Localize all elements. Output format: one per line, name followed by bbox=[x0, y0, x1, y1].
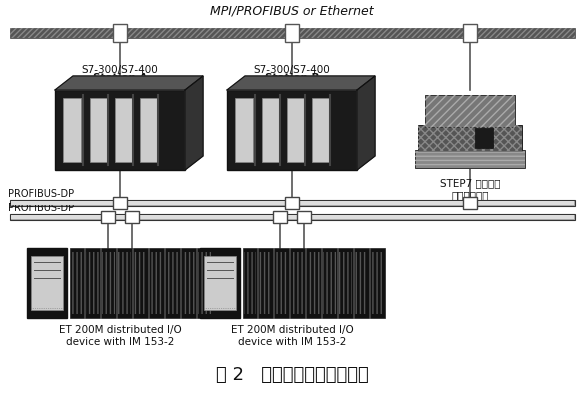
Bar bbox=[259, 252, 272, 314]
Bar bbox=[55, 90, 185, 170]
Bar bbox=[285, 197, 299, 209]
Bar bbox=[10, 28, 575, 38]
Bar bbox=[134, 252, 147, 314]
Text: 图 2   软冗余系统的基本结构: 图 2 软冗余系统的基本结构 bbox=[216, 366, 369, 384]
Bar bbox=[354, 248, 369, 318]
Bar bbox=[297, 211, 311, 223]
Bar bbox=[181, 248, 195, 318]
Bar bbox=[287, 98, 305, 162]
Bar bbox=[70, 248, 84, 318]
Bar bbox=[204, 256, 236, 310]
Polygon shape bbox=[55, 76, 203, 90]
Text: 软冗余软件包: 软冗余软件包 bbox=[451, 190, 488, 200]
Bar bbox=[306, 248, 321, 318]
Bar bbox=[166, 252, 179, 314]
Bar bbox=[101, 211, 115, 223]
Text: S7-300/S7-400: S7-300/S7-400 bbox=[254, 65, 331, 75]
Text: device with IM 153-2: device with IM 153-2 bbox=[238, 337, 346, 347]
Bar bbox=[312, 98, 330, 162]
Bar bbox=[118, 252, 131, 314]
Bar bbox=[182, 252, 195, 314]
Bar bbox=[322, 248, 337, 318]
Bar bbox=[371, 252, 384, 314]
Bar bbox=[418, 125, 522, 151]
Text: Station A: Station A bbox=[93, 73, 147, 83]
Bar bbox=[31, 256, 63, 310]
Bar bbox=[285, 24, 299, 42]
Bar bbox=[71, 252, 84, 314]
Bar bbox=[85, 248, 100, 318]
Bar bbox=[259, 248, 273, 318]
Bar bbox=[125, 211, 139, 223]
Bar bbox=[197, 248, 212, 318]
Bar bbox=[274, 248, 289, 318]
Bar bbox=[11, 201, 574, 205]
Bar bbox=[291, 252, 304, 314]
Bar bbox=[243, 252, 256, 314]
Polygon shape bbox=[227, 76, 375, 90]
Bar bbox=[227, 90, 357, 170]
Bar bbox=[418, 125, 522, 151]
Bar bbox=[90, 98, 108, 162]
Bar bbox=[338, 248, 353, 318]
Text: Station B: Station B bbox=[265, 73, 319, 83]
Bar bbox=[198, 252, 211, 314]
Bar bbox=[370, 248, 384, 318]
Polygon shape bbox=[185, 76, 203, 170]
Bar bbox=[27, 248, 67, 318]
Bar bbox=[243, 248, 257, 318]
Bar bbox=[150, 252, 163, 314]
Polygon shape bbox=[357, 76, 375, 170]
Text: PROFIBUS-DP: PROFIBUS-DP bbox=[8, 203, 74, 213]
Bar bbox=[140, 98, 158, 162]
Text: ET 200M distributed I/O: ET 200M distributed I/O bbox=[230, 325, 353, 335]
Bar bbox=[165, 248, 180, 318]
Text: MPI/PROFIBUS or Ethernet: MPI/PROFIBUS or Ethernet bbox=[210, 5, 374, 18]
Bar bbox=[113, 24, 127, 42]
Bar bbox=[11, 215, 574, 219]
Bar bbox=[276, 252, 288, 314]
Bar bbox=[101, 248, 116, 318]
Bar bbox=[10, 214, 575, 220]
Bar bbox=[425, 95, 515, 127]
Bar bbox=[425, 95, 515, 127]
Text: ET 200M distributed I/O: ET 200M distributed I/O bbox=[58, 325, 181, 335]
Text: device with IM 153-2: device with IM 153-2 bbox=[66, 337, 174, 347]
Bar bbox=[415, 150, 525, 168]
Bar bbox=[475, 128, 493, 148]
Bar bbox=[63, 98, 81, 162]
Bar bbox=[463, 24, 477, 42]
Bar bbox=[133, 248, 148, 318]
Bar bbox=[117, 248, 132, 318]
Bar bbox=[273, 211, 287, 223]
Bar bbox=[115, 98, 133, 162]
Bar bbox=[307, 252, 320, 314]
Bar bbox=[10, 28, 575, 38]
Bar bbox=[10, 200, 575, 206]
Bar bbox=[113, 197, 127, 209]
Text: STEP7 编程软件: STEP7 编程软件 bbox=[440, 178, 500, 188]
Bar bbox=[200, 248, 240, 318]
Text: S7-300/S7-400: S7-300/S7-400 bbox=[82, 65, 159, 75]
Bar bbox=[149, 248, 164, 318]
Bar bbox=[290, 248, 305, 318]
Bar bbox=[235, 98, 253, 162]
Bar bbox=[463, 197, 477, 209]
Bar bbox=[323, 252, 336, 314]
Bar bbox=[339, 252, 352, 314]
Bar bbox=[355, 252, 367, 314]
Text: PROFIBUS-DP: PROFIBUS-DP bbox=[8, 189, 74, 199]
Bar bbox=[415, 150, 525, 168]
Bar bbox=[87, 252, 99, 314]
Bar bbox=[262, 98, 280, 162]
Bar bbox=[102, 252, 115, 314]
